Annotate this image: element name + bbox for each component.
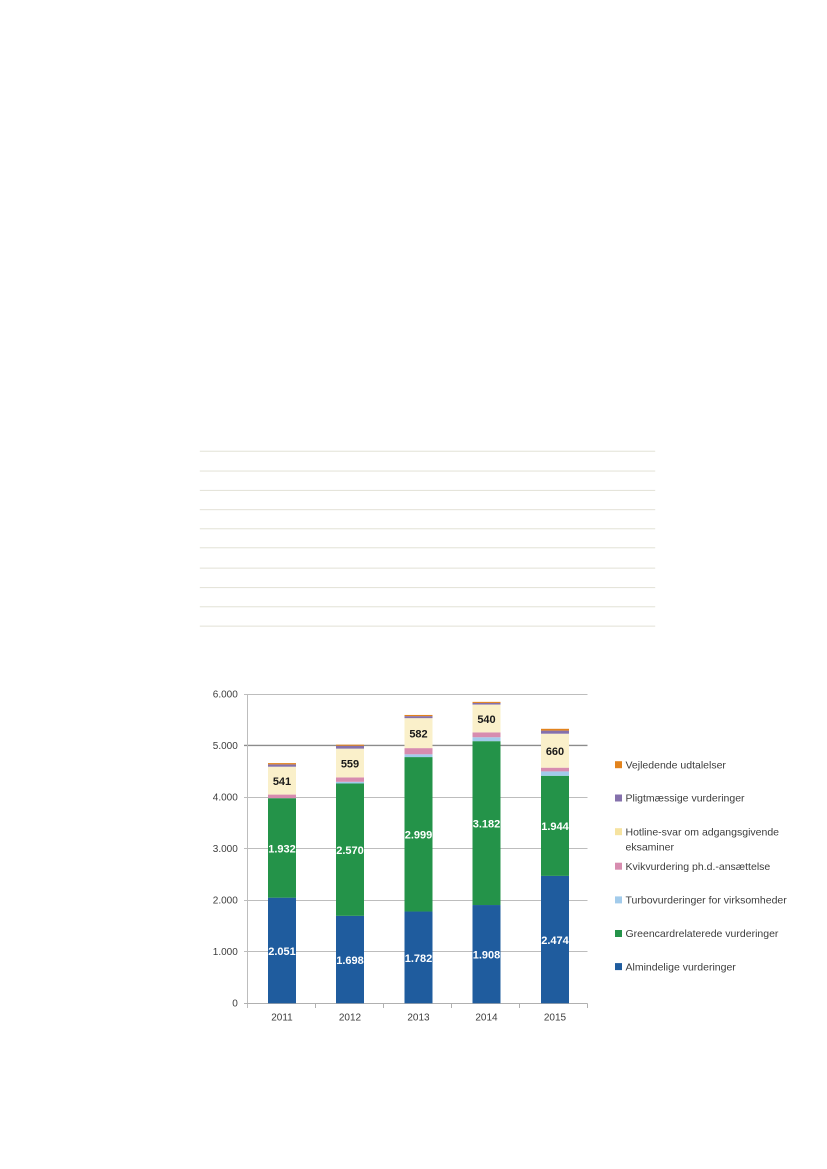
svg-text:2011: 2011 <box>271 1013 293 1024</box>
svg-text:Turbovurderinger for virksomhe: Turbovurderinger for virksomheder <box>626 895 788 907</box>
svg-text:Vejledende udtalelser: Vejledende udtalelser <box>626 759 727 771</box>
svg-text:1.944: 1.944 <box>541 821 569 833</box>
svg-text:541: 541 <box>273 776 291 788</box>
svg-text:559: 559 <box>341 758 359 770</box>
svg-text:1.782: 1.782 <box>405 953 433 965</box>
svg-text:0: 0 <box>232 999 238 1010</box>
svg-text:Greencardrelaterede vurderinge: Greencardrelaterede vurderinger <box>626 928 779 940</box>
svg-text:1.698: 1.698 <box>336 955 364 967</box>
svg-text:Almindelige vurderinger: Almindelige vurderinger <box>626 961 737 973</box>
svg-text:Pligtmæssige vurderinger: Pligtmæssige vurderinger <box>626 793 746 805</box>
svg-text:1.932: 1.932 <box>268 843 296 855</box>
svg-text:2.474: 2.474 <box>541 935 569 947</box>
svg-text:2012: 2012 <box>339 1013 362 1024</box>
svg-text:3.000: 3.000 <box>213 844 238 855</box>
svg-text:2015: 2015 <box>544 1013 567 1024</box>
svg-text:582: 582 <box>409 729 427 741</box>
svg-text:540: 540 <box>477 714 495 726</box>
svg-text:2.000: 2.000 <box>213 896 238 907</box>
svg-text:5.000: 5.000 <box>213 741 238 752</box>
svg-text:2.051: 2.051 <box>268 946 296 958</box>
svg-text:2014: 2014 <box>475 1013 498 1024</box>
svg-text:2.570: 2.570 <box>336 845 364 857</box>
svg-text:1.000: 1.000 <box>213 947 238 958</box>
svg-text:660: 660 <box>546 746 564 758</box>
svg-text:Hotline-svar om adgangsgivende: Hotline-svar om adgangsgivende <box>626 826 780 838</box>
svg-text:4.000: 4.000 <box>213 793 238 804</box>
svg-text:2013: 2013 <box>407 1013 430 1024</box>
svg-text:1.908: 1.908 <box>473 950 501 962</box>
svg-text:6.000: 6.000 <box>213 690 238 701</box>
svg-text:Kvikvurdering ph.d.-ansættelse: Kvikvurdering ph.d.-ansættelse <box>626 861 771 873</box>
svg-text:eksaminer: eksaminer <box>626 841 675 853</box>
svg-text:2.999: 2.999 <box>405 830 433 842</box>
svg-text:3.182: 3.182 <box>473 819 501 831</box>
